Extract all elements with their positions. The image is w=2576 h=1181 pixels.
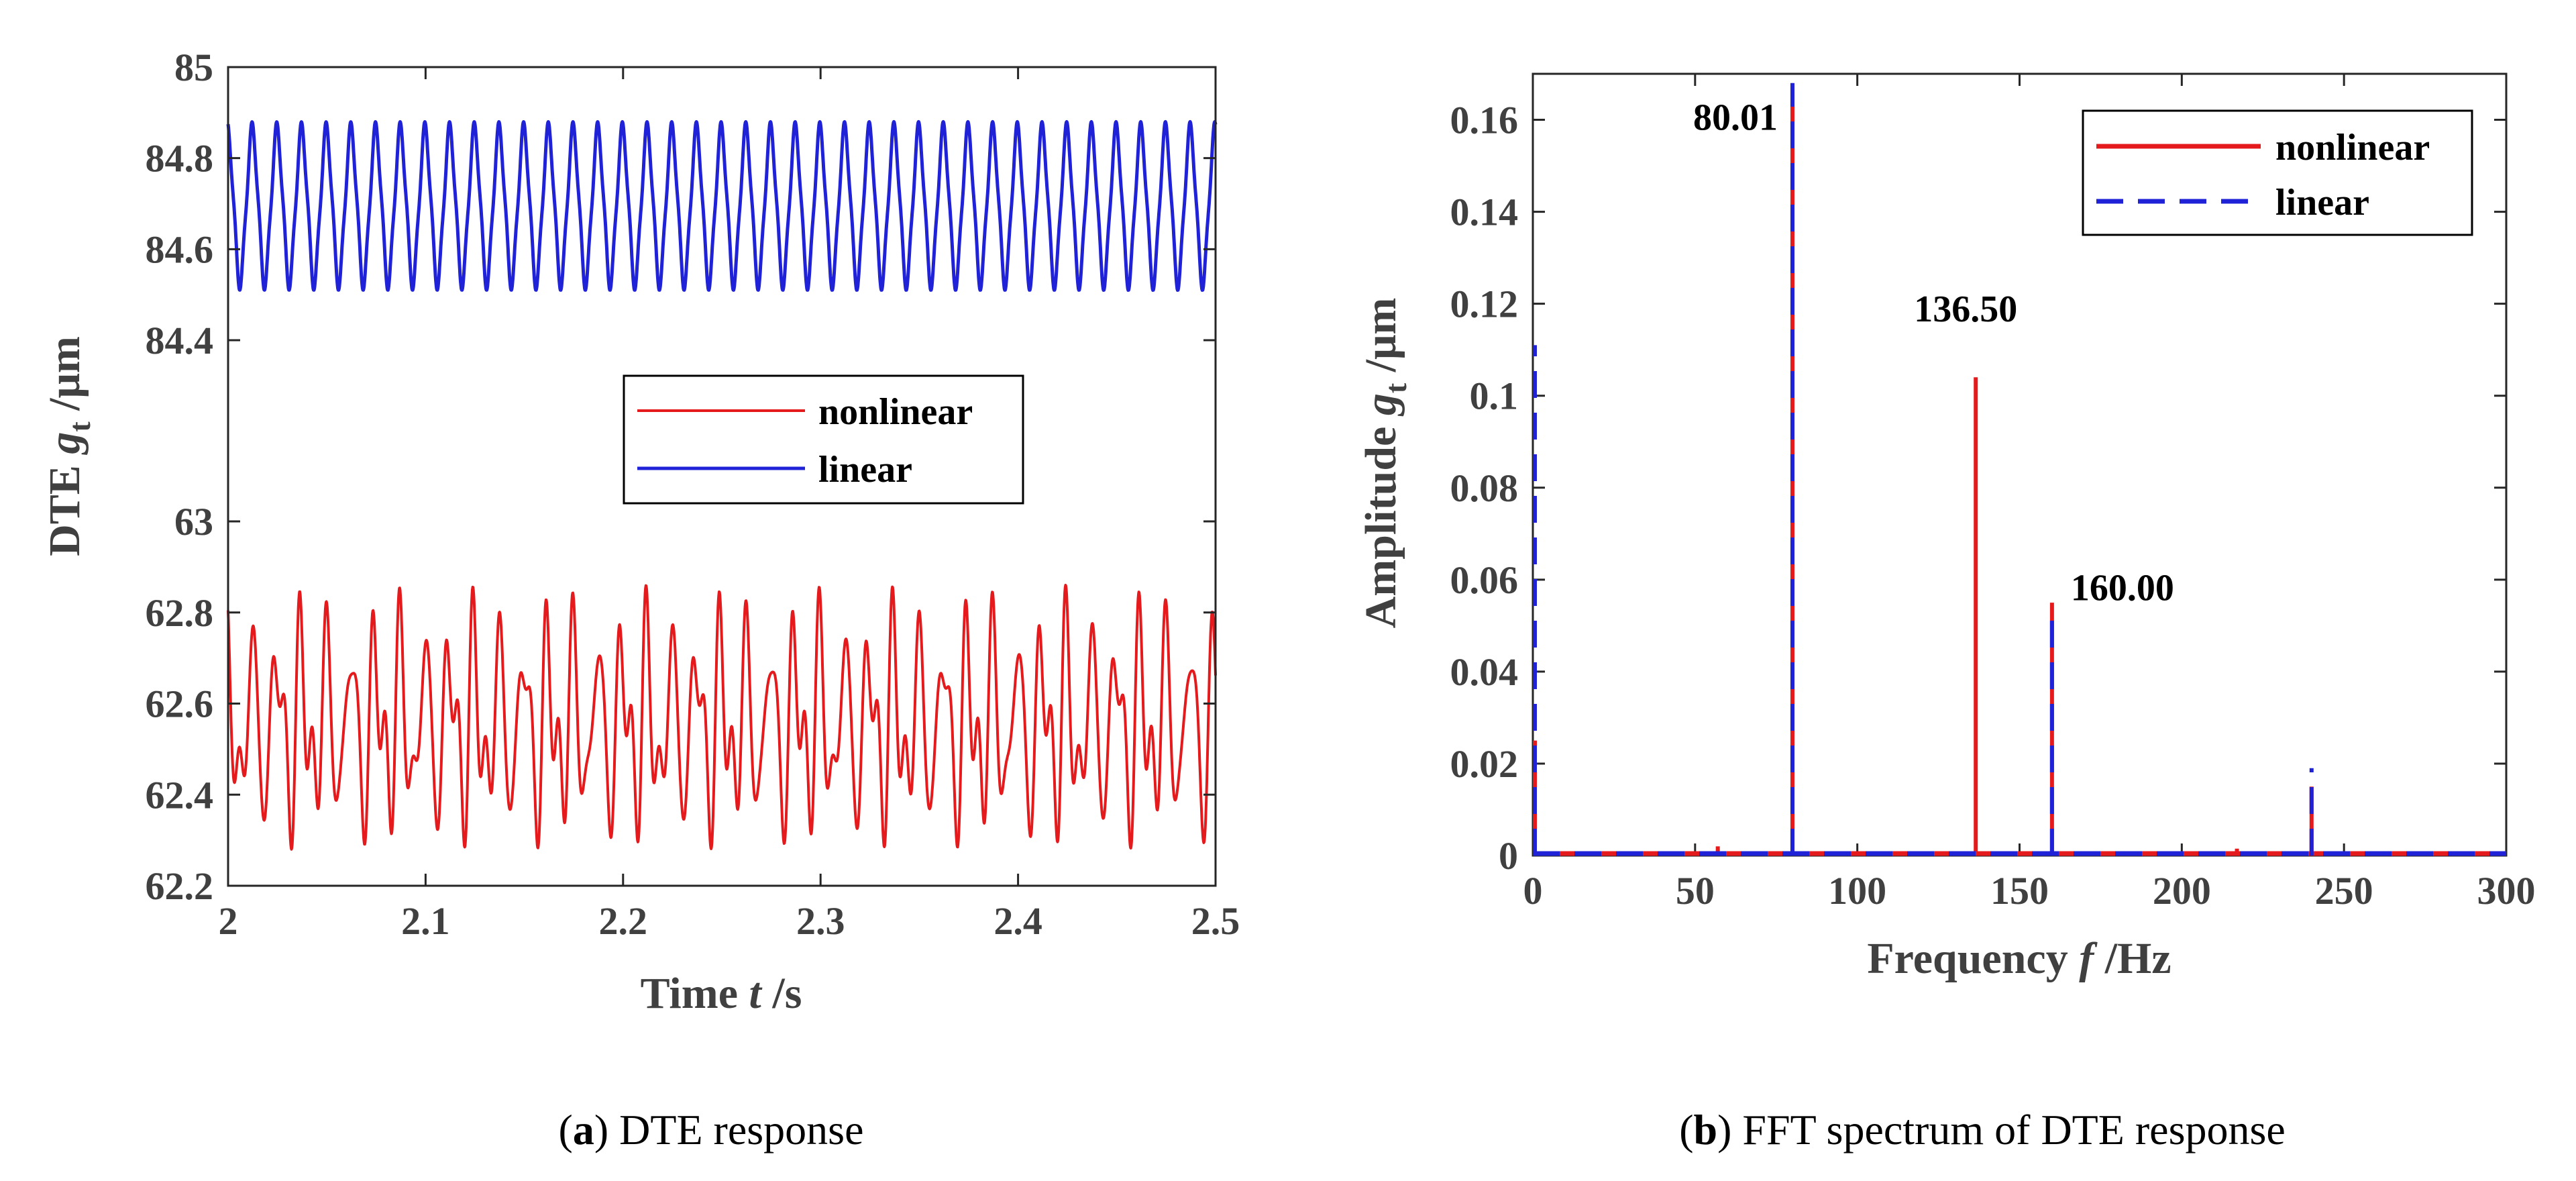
panel-a-axes: 2 2.1 2.2 2.3 2.4 2.5 62.2 62.4 62.6 62.8 63 84.4 84… (146, 46, 1240, 943)
panel-b-y-tick-label: 0.16 (1450, 99, 1519, 142)
panel-b-caption: (b) FFT spectrum of DTE response (1679, 1106, 2286, 1153)
panel-a-y-tick-label: 62.4 (146, 773, 214, 817)
panel-b-y-tick-label: 0.12 (1450, 283, 1519, 326)
panel-a-series (226, 119, 1218, 851)
panel-b-legend: nonlinear linear (2082, 109, 2473, 236)
panel-a-legend-box (623, 374, 1024, 505)
panel-b-x-axis-label: Frequency f /Hz (1867, 934, 2171, 983)
panel-b-y-tick-label: 0.1 (1470, 374, 1519, 418)
panel-b-y-tick-label: 0.08 (1450, 466, 1519, 510)
panel-b-x-tick-label: 200 (2153, 869, 2211, 913)
panel-b-x-tick-label: 250 (2315, 869, 2373, 913)
panel-b-x-tick-label: 50 (1676, 869, 1715, 913)
panel-a-x-axis-label: Time t /s (641, 969, 802, 1018)
panel-a-dte-response: 2 2.1 2.2 2.3 2.4 2.5 62.2 62.4 62.6 62.8 63 84.4 84… (40, 46, 1240, 1153)
panel-b-x-tick-label: 300 (2477, 869, 2536, 913)
panel-a-plot-frame (227, 66, 1217, 887)
panel-b-y-axis-label: Amplitude gt /μm (1356, 298, 1413, 629)
panel-b-peak-label-136: 136.50 (1914, 289, 2017, 330)
panel-a-y-tick-label: 85 (174, 46, 213, 89)
panel-a-y-tick-label: 62.6 (146, 682, 214, 726)
panel-a-y-axis-label: DTE gt /μm (40, 336, 97, 556)
panel-a-y-tick-label: 84.4 (146, 319, 214, 362)
panel-b-fft-spectrum: 0 50 100 150 200 250 300 0 0.02 0.04 0.06 0.08 0.1 0.… (1356, 72, 2536, 1153)
panel-a-y-tick-label: 84.6 (146, 227, 214, 271)
panel-b-legend-box (2082, 109, 2473, 236)
panel-b-y-tick-label: 0.14 (1450, 191, 1519, 234)
panel-a-x-tick-label: 2.3 (796, 899, 845, 943)
panel-b-x-tick-label: 0 (1523, 869, 1543, 913)
panel-b-legend-label-linear: linear (2275, 182, 2369, 223)
panel-b-peak-label-160: 160.00 (2071, 567, 2174, 609)
panel-a-y-tick-label: 63 (174, 500, 213, 544)
panel-a-y-tick-label: 62.8 (146, 591, 214, 635)
panel-a-series-nonlinear (227, 584, 1217, 851)
panel-b-y-tick-label: 0.02 (1450, 742, 1519, 786)
panel-b-axes: 0 50 100 150 200 250 300 0 0.02 0.04 0.06 0.08 0.1 0.… (1450, 72, 2536, 913)
panel-a-y-tick-label: 84.8 (146, 137, 214, 181)
panel-a-x-tick-label: 2.4 (994, 899, 1042, 943)
panel-b-peak-label-80: 80.01 (1693, 97, 1778, 139)
panel-b-x-tick-label: 150 (1990, 869, 2049, 913)
panel-b-y-tick-label: 0.04 (1450, 650, 1519, 694)
panel-a-x-tick-label: 2.1 (401, 899, 450, 943)
panel-b-series (1533, 83, 2506, 856)
panel-b-y-tick-label: 0 (1499, 834, 1518, 878)
panel-b-legend-label-nonlinear: nonlinear (2275, 127, 2430, 168)
panel-a-legend-label-linear: linear (818, 449, 912, 491)
panel-a-legend-label-nonlinear: nonlinear (818, 391, 973, 433)
panel-a-caption: (a) DTE response (559, 1106, 864, 1153)
panel-a-x-tick-label: 2 (219, 899, 238, 943)
panel-a-series-linear (226, 119, 1218, 292)
panel-a-x-tick-label: 2.2 (599, 899, 648, 943)
panel-b-x-tick-label: 100 (1828, 869, 1886, 913)
panel-a-legend: nonlinear linear (623, 374, 1024, 505)
panel-a-x-tick-label: 2.5 (1191, 899, 1240, 943)
panel-a-y-tick-label: 62.2 (146, 864, 214, 908)
panel-b-y-tick-label: 0.06 (1450, 558, 1519, 602)
